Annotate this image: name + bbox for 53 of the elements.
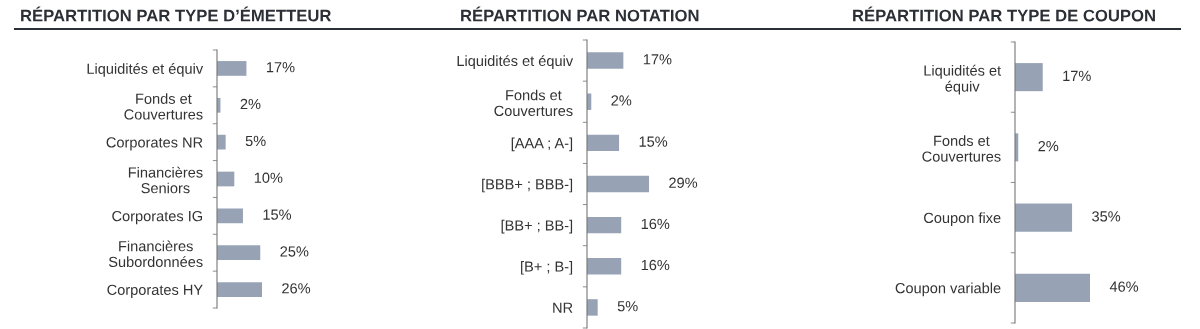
bar [587,258,622,275]
bar [587,134,620,152]
bar [1015,273,1090,302]
bar [587,175,649,193]
data-label: 46% [1109,281,1139,292]
data-label: 10% [254,172,283,183]
chart-title: RÉPARTITION PAR TYPE DE COUPON [853,6,1155,22]
bar [217,208,243,224]
y-tick-label: Liquidités et équiv [457,55,574,69]
data-label: 26% [282,283,311,294]
data-label: 25% [280,246,309,257]
data-label: 17% [643,54,672,65]
y-tick-label: Coupon variable [895,282,1001,297]
y-tick-label: NR [553,302,573,313]
y-tick-label: [B+ ; B-] [521,261,573,275]
data-label: 15% [263,209,292,220]
bar [587,52,624,69]
data-label: 17% [266,62,295,73]
data-label: 15% [639,136,668,147]
y-tick-label: Fonds et Couvertures [494,89,573,117]
data-label: 5% [245,135,266,147]
bar [587,299,598,316]
chart-title: RÉPARTITION PAR TYPE D’ÉMETTEUR [21,6,332,22]
bar [587,216,622,234]
data-label: 35% [1092,211,1121,222]
bar [1015,203,1073,232]
data-label: 2% [1038,140,1059,152]
bar [217,245,261,261]
bar [217,282,262,297]
y-tick-label: Liquidités et équiv [924,64,1002,95]
data-label: 17% [1063,70,1091,81]
y-tick-label: Coupon fixe [924,212,1001,226]
y-tick-label: [BBB+ ; BBB-] [482,178,573,193]
y-tick-label: Liquidités et équiv [87,63,204,77]
chart-title: RÉPARTITION PAR NOTATION [461,6,699,22]
data-label: 16% [641,218,670,230]
y-tick-label: Financières Subordonnées [108,240,203,268]
y-tick-label: Corporates IG [112,210,203,225]
data-label: 29% [669,177,698,188]
y-tick-label: Corporates NR [106,137,203,151]
bar [217,61,247,76]
bar [1015,63,1043,92]
data-label: 2% [611,95,632,106]
data-label: 16% [641,259,670,271]
y-tick-label: Fonds et Couvertures [124,93,203,120]
y-tick-label: Fonds et Couvertures [922,135,1001,162]
y-tick-label: Financières Seniors [128,166,203,194]
y-tick-label: [BB+ ; BB-] [501,219,573,234]
y-tick-label: [AAA ; A-] [511,137,573,152]
data-label: 5% [617,301,638,312]
y-tick-label: Corporates HY [107,284,203,298]
data-label: 2% [240,98,261,110]
bar [217,134,226,150]
